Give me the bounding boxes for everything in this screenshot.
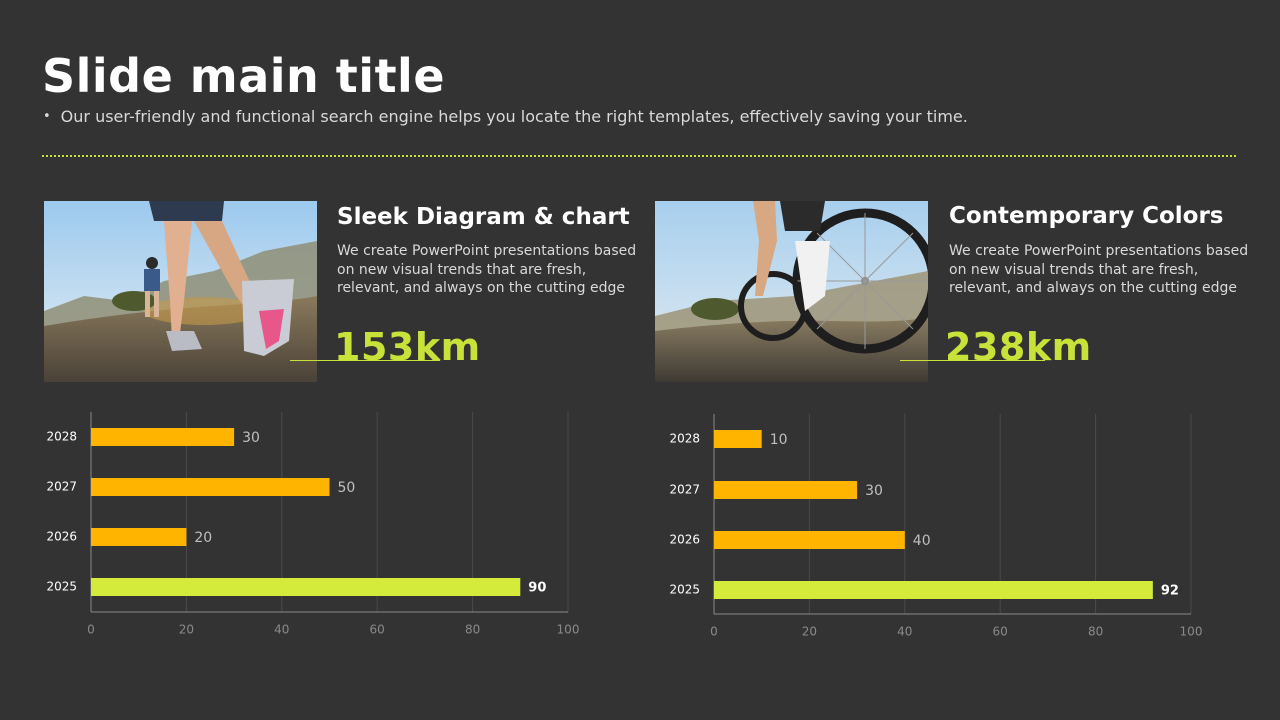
metric-underline-1 — [290, 360, 440, 361]
x-tick-label: 40 — [897, 625, 912, 639]
category-label: 2025 — [46, 580, 77, 594]
x-tick-label: 20 — [802, 625, 817, 639]
x-tick-label: 80 — [465, 623, 480, 637]
x-tick-label: 40 — [274, 623, 289, 637]
card-text-2: We create PowerPoint presentations based… — [949, 243, 1249, 296]
x-tick-label: 60 — [370, 623, 385, 637]
card-title-2: Contemporary Colors — [949, 203, 1224, 229]
bar — [714, 481, 858, 499]
bar-value-label: 40 — [913, 533, 931, 549]
bar — [91, 578, 521, 596]
category-label: 2026 — [669, 533, 700, 547]
category-label: 2028 — [669, 432, 700, 446]
card-title-1: Sleek Diagram & chart — [337, 204, 630, 230]
x-tick-label: 0 — [710, 625, 718, 639]
category-label: 2027 — [669, 483, 700, 497]
card-text-1: We create PowerPoint presentations based… — [337, 243, 637, 296]
bar-value-label: 50 — [338, 480, 356, 496]
x-tick-label: 100 — [557, 623, 580, 637]
category-label: 2028 — [46, 430, 77, 444]
x-tick-label: 0 — [87, 623, 95, 637]
bar-value-label: 30 — [242, 430, 260, 446]
bar-value-label: 92 — [1161, 584, 1179, 599]
bar-value-label: 90 — [528, 581, 546, 596]
bar-value-label: 20 — [194, 530, 212, 546]
bar — [714, 430, 762, 448]
bar — [91, 528, 187, 546]
metric-value-1: 153km — [334, 325, 481, 369]
metric-value-2: 238km — [945, 325, 1092, 369]
title-divider — [42, 155, 1236, 157]
category-label: 2027 — [46, 480, 77, 494]
bar — [91, 428, 235, 446]
x-tick-label: 80 — [1088, 625, 1103, 639]
subtitle-text: Our user-friendly and functional search … — [60, 107, 968, 126]
metric-underline-2 — [900, 360, 1045, 361]
bar-value-label: 10 — [770, 432, 788, 448]
runner-photo — [44, 201, 317, 382]
category-label: 2026 — [46, 530, 77, 544]
cyclist-photo — [655, 201, 928, 382]
category-label: 2025 — [669, 583, 700, 597]
x-tick-label: 100 — [1180, 625, 1203, 639]
x-tick-label: 60 — [993, 625, 1008, 639]
bar — [714, 581, 1153, 599]
slide-title: Slide main title — [42, 49, 446, 103]
bar — [91, 478, 330, 496]
x-tick-label: 20 — [179, 623, 194, 637]
slide-subtitle: • Our user-friendly and functional searc… — [43, 106, 968, 128]
bar — [714, 531, 905, 549]
bullet-icon: • — [43, 109, 51, 124]
bar-value-label: 30 — [865, 483, 883, 499]
